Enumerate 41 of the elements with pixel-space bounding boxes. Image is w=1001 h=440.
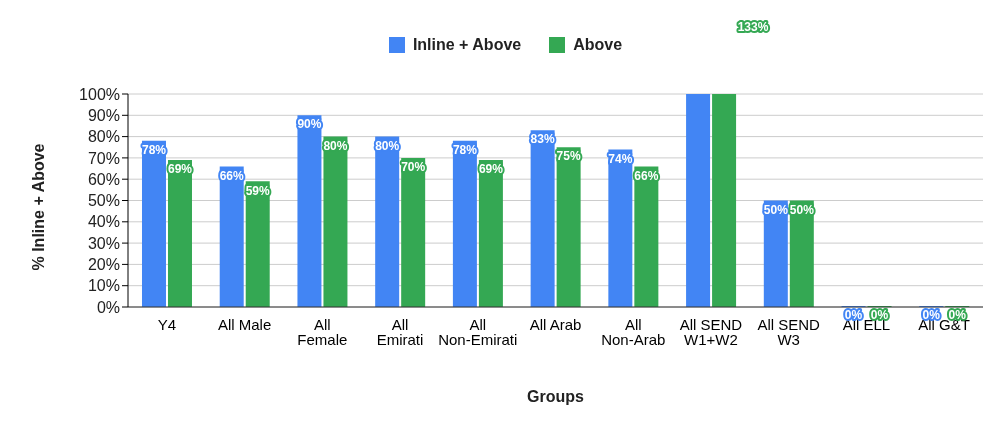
y-tick-label: 40%	[87, 213, 120, 231]
data-label: 69%	[478, 162, 504, 177]
x-tick-label: All Arab	[529, 315, 582, 333]
data-label: 69%	[167, 162, 193, 177]
data-label: 78%	[452, 143, 478, 158]
x-tick-label: All Non-Arab	[601, 315, 666, 348]
data-label: 83%	[530, 132, 555, 147]
x-tick-label: All Emirati	[376, 315, 424, 348]
data-label: 59%	[245, 183, 271, 198]
y-tick-label: 80%	[87, 128, 120, 146]
data-label: 50%	[763, 202, 789, 217]
x-tick-label: All SEND W3	[757, 315, 821, 348]
data-label: 50%	[789, 202, 815, 217]
y-tick-label: 50%	[87, 192, 120, 210]
data-label: 78%	[141, 143, 167, 158]
x-tick-label: All SEND W1+W2	[679, 315, 743, 348]
x-tick-label: All Non-Emirati	[438, 315, 518, 348]
data-label: 75%	[556, 149, 581, 164]
data-label: 80%	[323, 138, 348, 153]
x-axis-title: Groups	[527, 388, 585, 405]
x-tick-label: All Male	[217, 315, 272, 333]
data-label: 90%	[297, 117, 322, 132]
y-tick-label: 100%	[79, 85, 120, 103]
text: 133%	[737, 20, 769, 35]
y-axis-title: % Inline + Above	[29, 143, 47, 271]
y-tick-label: 30%	[87, 234, 120, 252]
data-label: 80%	[375, 138, 400, 153]
data-label: 70%	[401, 160, 426, 175]
legend-label: Above	[572, 36, 623, 54]
y-tick-label: 0%	[96, 298, 120, 316]
data-label: 74%	[608, 151, 633, 166]
x-tick-label: All Female	[297, 315, 348, 348]
y-tick-label: 60%	[87, 170, 120, 188]
legend-label: Inline + Above	[411, 36, 522, 54]
y-tick-label: 90%	[87, 106, 120, 124]
y-tick-label: 10%	[87, 277, 120, 295]
data-label: 66%	[219, 168, 245, 183]
y-tick-label: 20%	[87, 256, 120, 274]
data-label: 66%	[634, 168, 659, 183]
x-tick-label: Y4	[157, 315, 177, 333]
y-tick-label: 70%	[87, 149, 120, 167]
